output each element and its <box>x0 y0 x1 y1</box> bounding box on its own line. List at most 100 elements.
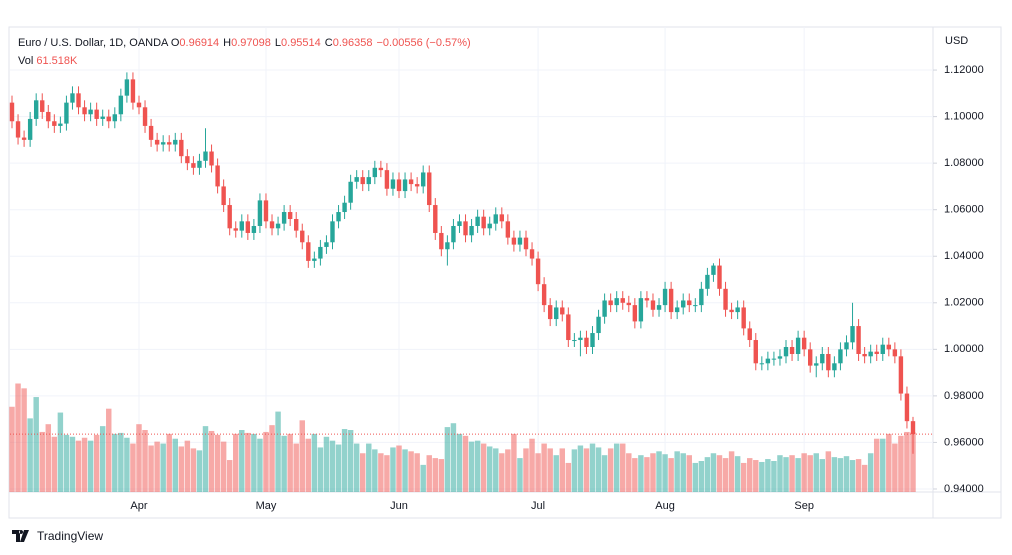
candle-body <box>215 165 220 187</box>
volume-bar <box>559 448 565 492</box>
volume-bar <box>323 436 330 492</box>
volume-bar <box>801 453 807 492</box>
legend: Euro / U.S. Dollar, 1D, OANDA O0.96914 H0… <box>18 34 475 70</box>
volume-bar <box>607 448 614 492</box>
candle-body <box>596 316 601 334</box>
y-tick-label: 0.96000 <box>944 436 984 448</box>
candle-body <box>662 288 668 306</box>
candle-body <box>414 184 420 187</box>
candle-body <box>390 179 396 189</box>
candle-body <box>820 353 825 364</box>
candle-body <box>70 93 75 103</box>
y-tick-label: 1.10000 <box>944 111 984 123</box>
candle-body <box>795 337 801 354</box>
volume-bar <box>15 383 21 492</box>
volume-bar <box>208 430 215 492</box>
candle-body <box>197 160 202 168</box>
volume-bar <box>662 454 668 492</box>
volume-bar <box>480 443 487 492</box>
candle-body <box>620 298 625 303</box>
volume-bar <box>432 458 439 492</box>
volume-bar <box>674 451 680 492</box>
volume-bar <box>293 443 299 492</box>
volume-bar <box>753 460 759 492</box>
volume-bar <box>257 438 263 492</box>
volume-bar <box>287 433 293 492</box>
volume-bar <box>486 446 493 492</box>
volume-bar <box>190 448 197 492</box>
volume-bar <box>196 450 203 492</box>
volume-bar <box>468 441 475 492</box>
candle-body <box>554 307 559 320</box>
brand-logo <box>12 530 29 542</box>
volume-bar <box>843 456 850 492</box>
volume-bar <box>819 459 826 492</box>
volume-title: Vol <box>18 55 34 67</box>
candle-body <box>789 347 795 354</box>
brand[interactable]: TradingView <box>12 529 103 543</box>
candle-body <box>52 121 57 126</box>
candle-body <box>46 111 51 122</box>
volume-bar <box>154 441 160 492</box>
volume-bar <box>710 453 717 492</box>
volume-bar <box>341 429 348 492</box>
volume-bar <box>765 459 771 492</box>
volume-bar <box>220 441 227 492</box>
volume-bar <box>130 443 136 492</box>
legend-high-label: H <box>223 37 232 49</box>
volume-bar <box>178 446 185 492</box>
chart-frame <box>8 26 1002 519</box>
candle-body <box>384 170 390 189</box>
y-tick-label: 1.04000 <box>944 250 984 262</box>
volume-bar <box>529 438 535 492</box>
volume-bar <box>372 449 378 492</box>
candle-body <box>578 337 583 341</box>
candle-body <box>148 125 154 140</box>
candle-body <box>910 421 916 435</box>
volume-bar <box>680 453 686 492</box>
volume-bar <box>444 427 451 492</box>
volume-bar <box>747 458 753 492</box>
candle-body <box>396 179 402 192</box>
candle-body <box>118 95 124 115</box>
volume-bar <box>547 448 553 492</box>
volume-bar <box>589 443 596 492</box>
volume-bar <box>668 458 674 492</box>
candle-body <box>523 237 529 250</box>
volume-bar <box>571 449 578 492</box>
candle-body <box>106 116 111 122</box>
candle-body <box>814 363 819 366</box>
candle-body <box>433 205 438 233</box>
candle-body <box>826 353 831 371</box>
candle-body <box>100 116 105 119</box>
legend-price-row: Euro / U.S. Dollar, 1D, OANDA O0.96914 H0… <box>18 34 475 52</box>
candle-body <box>759 363 765 365</box>
candle-body <box>505 221 511 238</box>
volume-bar <box>51 436 58 492</box>
candle-body <box>221 186 226 206</box>
candle-body <box>644 298 650 301</box>
brand-name: TradingView <box>37 529 104 543</box>
volume-bar <box>329 440 336 492</box>
candle-body <box>318 246 323 259</box>
volume-bar <box>148 445 154 492</box>
legend-volume-row: Vol 61.518K <box>18 52 475 70</box>
candle-body <box>33 100 39 119</box>
candle-body <box>269 221 275 229</box>
volume-bar <box>650 453 656 492</box>
candle-body <box>233 228 238 231</box>
legend-high-value: 0.97098 <box>231 37 271 49</box>
candle-body <box>257 200 263 226</box>
volume-bar <box>795 458 801 492</box>
volume-bar <box>408 451 414 492</box>
volume-bar <box>505 449 511 492</box>
volume-bar <box>474 440 481 492</box>
candle-body <box>693 305 698 307</box>
volume-bar <box>239 430 245 492</box>
candle-body <box>898 356 904 394</box>
candle-body <box>566 314 571 341</box>
volume-bar <box>136 424 142 492</box>
volume-bar <box>692 462 699 492</box>
volume-bar <box>172 438 178 492</box>
volume-bar <box>299 420 305 492</box>
